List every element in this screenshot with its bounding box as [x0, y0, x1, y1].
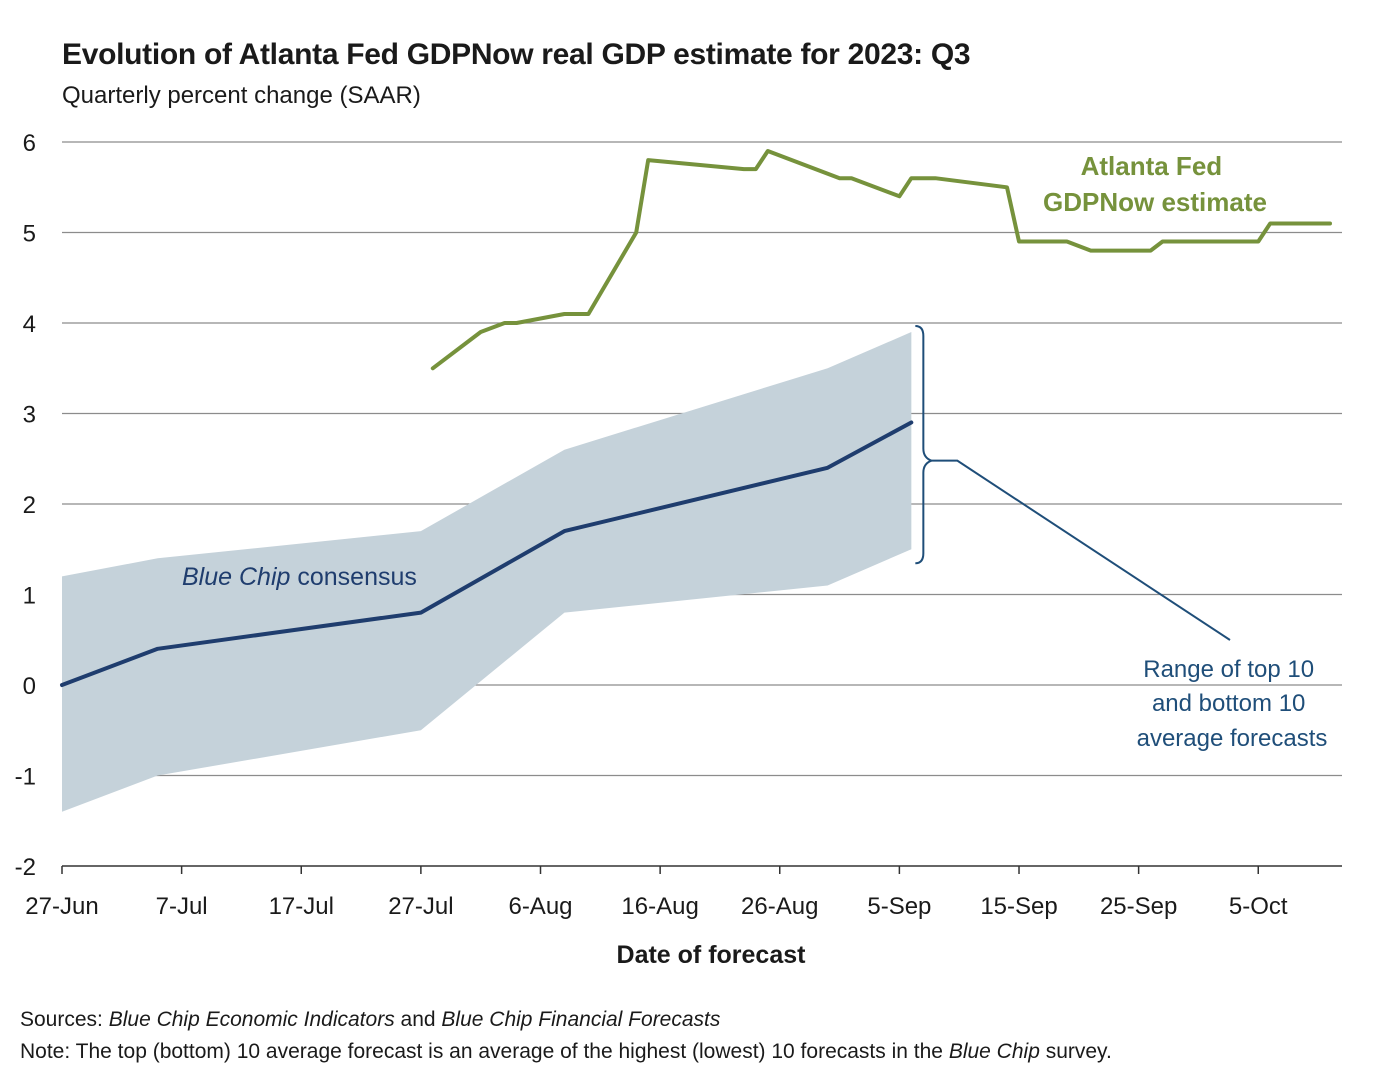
- note-text-1: The top (bottom) 10 average forecast is …: [70, 1040, 949, 1063]
- range-brace: [915, 325, 935, 565]
- bluechip-label-italic: Blue Chip: [182, 563, 290, 591]
- range-label-line2: and bottom 10: [1152, 690, 1305, 717]
- y-tick-label: -1: [15, 764, 36, 791]
- y-tick-label: 5: [23, 221, 36, 248]
- note-italic: Blue Chip: [948, 1040, 1040, 1063]
- x-tick-label: 25-Sep: [1100, 893, 1177, 920]
- gdpnow-label-line2: GDPNow estimate: [1043, 187, 1267, 217]
- sources-note: Sources: Blue Chip Economic Indicators a…: [20, 1008, 720, 1032]
- chart-title: Evolution of Atlanta Fed GDPNow real GDP…: [62, 38, 971, 71]
- range-label-line3: average forecasts: [1137, 725, 1328, 752]
- note-text-2: survey.: [1039, 1040, 1112, 1063]
- range-callout: [915, 325, 1231, 641]
- x-tick-label: 27-Jul: [388, 893, 453, 920]
- gdp-line-chart: -2 -1 0 1 2 3 4 5 6 27-Jun 7-Jul 17-Jul 27-Jul 6-Aug…: [15, 130, 1342, 969]
- gdpnow-line: [430, 149, 1332, 371]
- sources-title-2: Blue Chip Financial Forecasts: [441, 1008, 721, 1031]
- gdpnow-series-label: Atlanta Fed GDPNow estimate: [1043, 151, 1267, 217]
- gdpnow-label-line1: Atlanta Fed: [1081, 151, 1223, 181]
- bluechip-series-label: Blue Chip consensus: [182, 563, 417, 591]
- series-lines: [60, 149, 1332, 687]
- note-label: Note:: [20, 1040, 71, 1063]
- y-tick-label: 1: [23, 583, 36, 610]
- y-tick-label: 2: [23, 492, 36, 519]
- range-leader-line: [931, 459, 1231, 641]
- forecast-range-band: [62, 332, 912, 812]
- x-tick-label: 6-Aug: [508, 893, 572, 920]
- y-tick-label: 0: [23, 673, 36, 700]
- y-tick-label: 3: [23, 402, 36, 429]
- x-tick-label: 17-Jul: [269, 893, 334, 920]
- y-tick-label: 4: [23, 311, 36, 338]
- y-axis-ticks: -2 -1 0 1 2 3 4 5 6: [15, 130, 36, 881]
- x-axis-ticks: 27-Jun 7-Jul 17-Jul 27-Jul 6-Aug 16-Aug 26-Aug…: [25, 866, 1288, 920]
- sources-label: Sources:: [20, 1008, 103, 1031]
- x-tick-label: 27-Jun: [25, 893, 98, 920]
- x-tick-label: 7-Jul: [156, 893, 208, 920]
- x-tick-label: 16-Aug: [621, 893, 698, 920]
- gridlines: [62, 141, 1342, 867]
- sources-title-1: Blue Chip Economic Indicators: [108, 1008, 395, 1031]
- x-tick-label: 5-Oct: [1229, 893, 1288, 920]
- x-tick-label: 5-Sep: [867, 893, 931, 920]
- bluechip-label-rest: consensus: [290, 563, 416, 591]
- sources-and: and: [394, 1008, 442, 1031]
- y-tick-label: -2: [15, 854, 36, 881]
- range-label: Range of top 10 and bottom 10 average fo…: [1137, 656, 1328, 752]
- range-label-line1: Range of top 10: [1143, 656, 1314, 683]
- x-axis-label: Date of forecast: [617, 941, 807, 969]
- x-tick-label: 26-Aug: [741, 893, 818, 920]
- bluechip-consensus-line: [60, 420, 914, 687]
- chart-subtitle: Quarterly percent change (SAAR): [62, 82, 421, 109]
- forecast-range-area: [62, 332, 912, 812]
- x-tick-label: 15-Sep: [980, 893, 1057, 920]
- y-tick-label: 6: [23, 130, 36, 157]
- footnote: Note: The top (bottom) 10 average foreca…: [20, 1040, 1112, 1064]
